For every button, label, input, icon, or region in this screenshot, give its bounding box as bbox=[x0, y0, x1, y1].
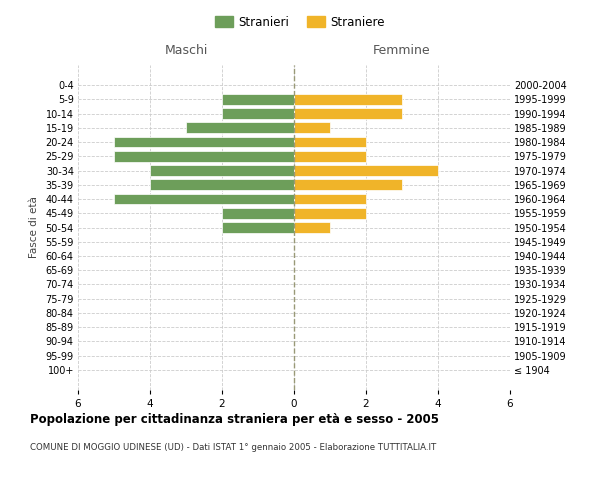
Bar bbox=[294, 180, 402, 190]
Bar bbox=[114, 136, 294, 147]
Bar bbox=[114, 194, 294, 204]
Bar bbox=[150, 165, 294, 176]
Text: COMUNE DI MOGGIO UDINESE (UD) - Dati ISTAT 1° gennaio 2005 - Elaborazione TUTTIT: COMUNE DI MOGGIO UDINESE (UD) - Dati IST… bbox=[30, 442, 436, 452]
Bar bbox=[294, 208, 366, 218]
Bar bbox=[294, 122, 330, 133]
Bar bbox=[294, 136, 366, 147]
Bar bbox=[294, 108, 402, 119]
Text: Femmine: Femmine bbox=[373, 44, 431, 57]
Bar bbox=[294, 151, 366, 162]
Bar bbox=[294, 222, 330, 233]
Bar bbox=[222, 208, 294, 218]
Text: Popolazione per cittadinanza straniera per età e sesso - 2005: Popolazione per cittadinanza straniera p… bbox=[30, 412, 439, 426]
Legend: Stranieri, Straniere: Stranieri, Straniere bbox=[210, 11, 390, 34]
Text: Maschi: Maschi bbox=[164, 44, 208, 57]
Bar bbox=[222, 108, 294, 119]
Bar bbox=[114, 151, 294, 162]
Bar bbox=[294, 194, 366, 204]
Bar bbox=[222, 94, 294, 104]
Bar bbox=[294, 94, 402, 104]
Bar bbox=[150, 180, 294, 190]
Y-axis label: Fasce di età: Fasce di età bbox=[29, 196, 38, 258]
Bar bbox=[222, 222, 294, 233]
Bar bbox=[294, 165, 438, 176]
Bar bbox=[186, 122, 294, 133]
